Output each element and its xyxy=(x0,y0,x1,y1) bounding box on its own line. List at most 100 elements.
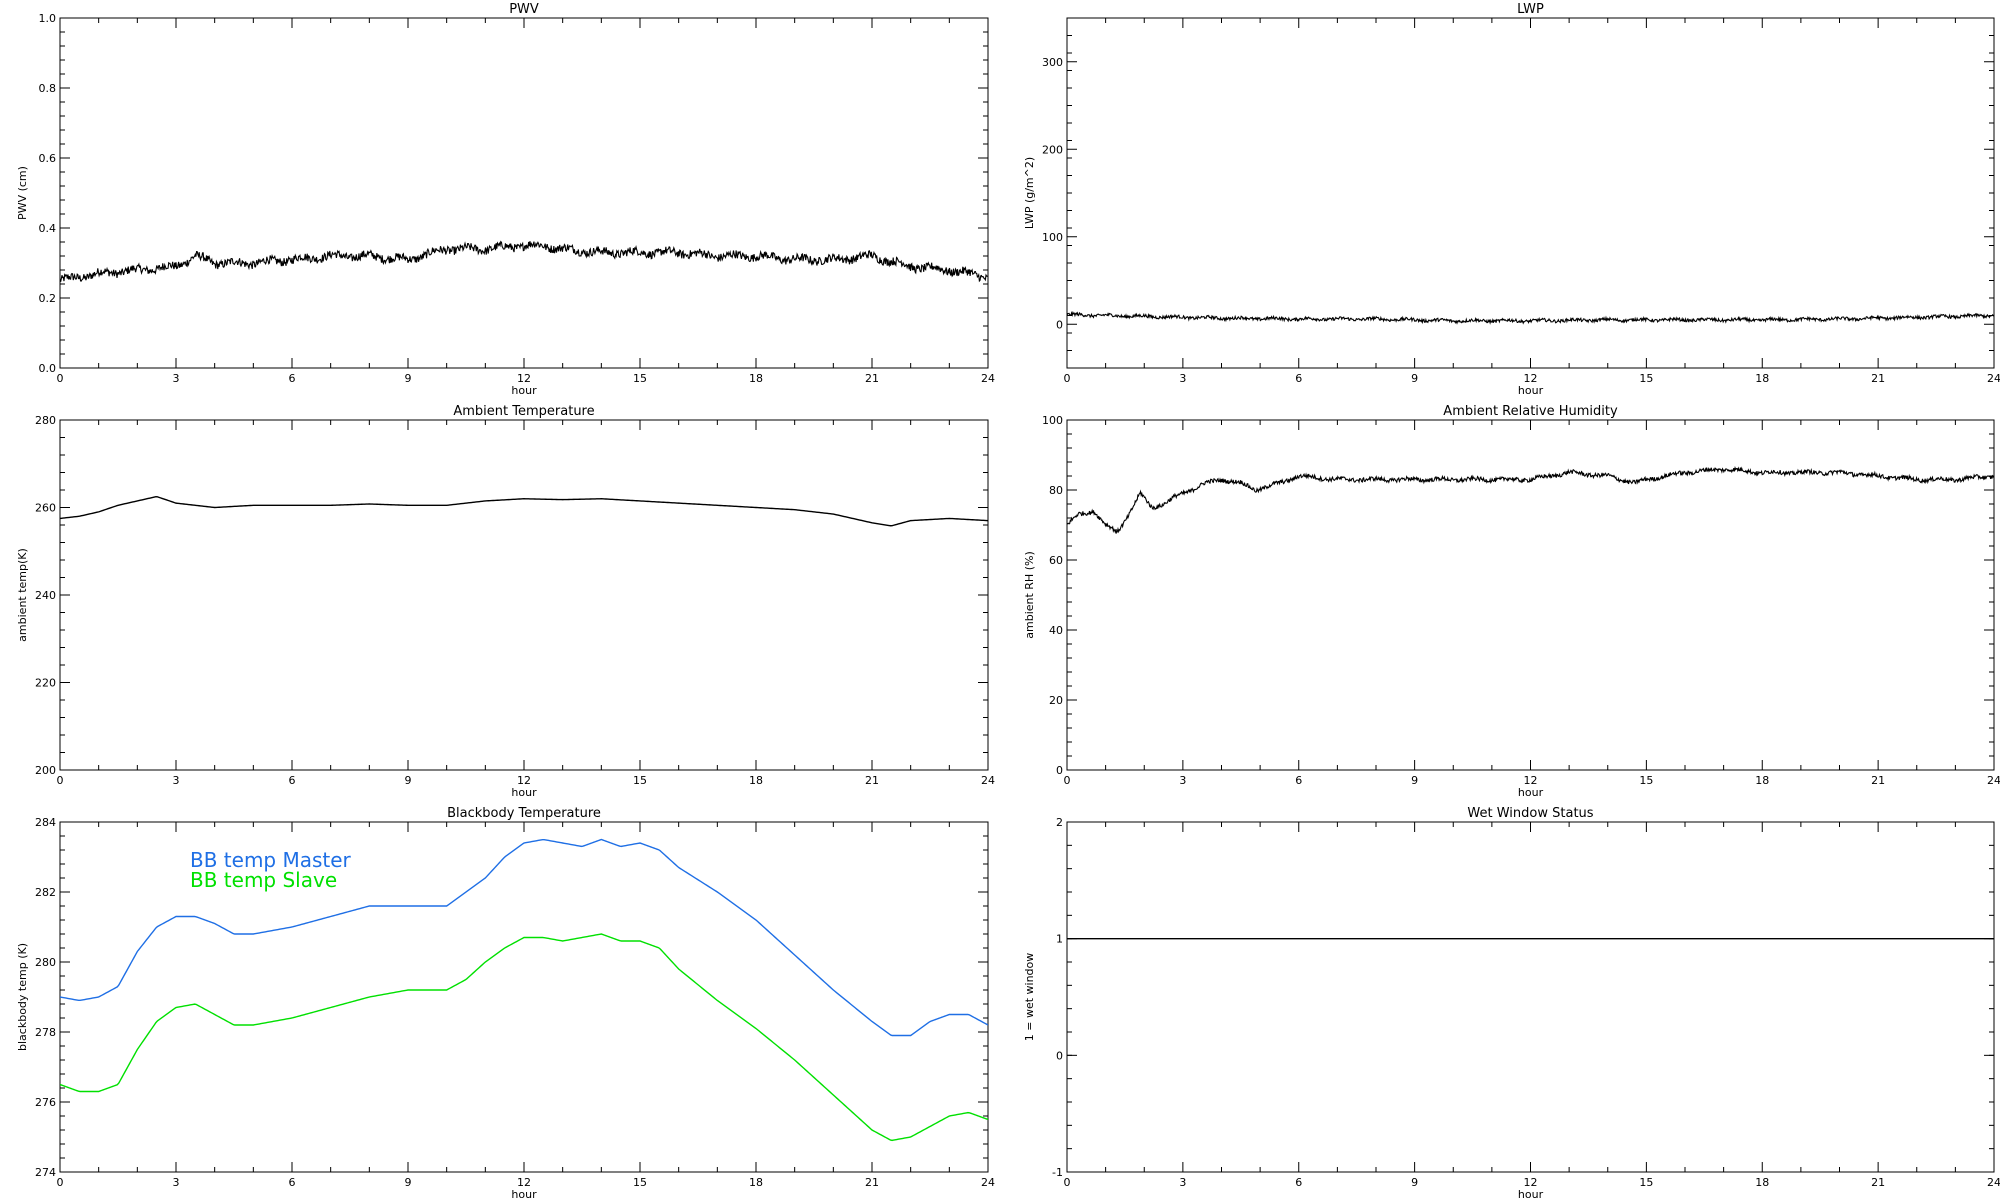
ambient-rh-series-line xyxy=(1067,465,1994,535)
wet-window-ylabel: 1 = wet window xyxy=(1023,953,1036,1042)
ambient-temp-ytick-label: 200 xyxy=(35,764,56,777)
bb-temp-series-line-0 xyxy=(60,838,988,1037)
ambient-temp-xtick-label: 3 xyxy=(173,774,180,787)
bb-temp-xtick-label: 9 xyxy=(405,1176,412,1189)
lwp-xtick-label: 9 xyxy=(1411,372,1418,385)
pwv-ytick-label: 0.2 xyxy=(39,292,57,305)
ambient-rh-ytick-label: 60 xyxy=(1049,554,1063,567)
bb-temp-xtick-label: 0 xyxy=(57,1176,64,1189)
lwp-ytick-label: 0 xyxy=(1056,318,1063,331)
pwv-series-line xyxy=(60,240,988,283)
pwv-xtick-label: 24 xyxy=(981,372,995,385)
pwv-ytick-label: 0.4 xyxy=(39,222,57,235)
ambient-rh-xlabel: hour xyxy=(1518,786,1544,799)
wet-window-xtick-label: 6 xyxy=(1295,1176,1302,1189)
bb-temp-xtick-label: 3 xyxy=(173,1176,180,1189)
wet-window-xtick-label: 12 xyxy=(1524,1176,1538,1189)
ambient-rh-xtick-label: 12 xyxy=(1524,774,1538,787)
ambient-temp-panel: Ambient Temperature 0 3 6 9 12 15 18 21 24 200 220 2… xyxy=(16,404,995,799)
ambient-temp-xtick-label: 0 xyxy=(57,774,64,787)
lwp-xtick-label: 0 xyxy=(1064,372,1071,385)
lwp-xtick-label: 15 xyxy=(1639,372,1653,385)
ambient-temp-xtick-label: 12 xyxy=(517,774,531,787)
pwv-xtick-label: 15 xyxy=(633,372,647,385)
ambient-temp-ylabel: ambient temp(K) xyxy=(16,548,29,642)
lwp-ytick-label: 300 xyxy=(1042,56,1063,69)
wet-window-xtick-label: 24 xyxy=(1987,1176,2000,1189)
ambient-rh-ytick-label: 40 xyxy=(1049,624,1063,637)
bb-temp-ytick-label: 278 xyxy=(35,1026,56,1039)
lwp-xtick-label: 3 xyxy=(1179,372,1186,385)
lwp-xtick-label: 21 xyxy=(1871,372,1885,385)
ambient-temp-ytick-label: 220 xyxy=(35,677,56,690)
ambient-temp-xtick-label: 24 xyxy=(981,774,995,787)
pwv-ytick-label: 0.0 xyxy=(39,362,57,375)
ambient-rh-frame xyxy=(1066,419,1995,771)
wet-window-title: Wet Window Status xyxy=(1467,806,1593,821)
ambient-rh-xtick-label: 0 xyxy=(1064,774,1071,787)
wet-window-xtick-label: 15 xyxy=(1639,1176,1653,1189)
bb-temp-xtick-label: 24 xyxy=(981,1176,995,1189)
pwv-xtick-label: 21 xyxy=(865,372,879,385)
lwp-xtick-label: 6 xyxy=(1295,372,1302,385)
ambient-rh-title: Ambient Relative Humidity xyxy=(1443,404,1618,419)
pwv-xtick-label: 6 xyxy=(289,372,296,385)
pwv-title: PWV xyxy=(509,2,539,17)
lwp-xtick-label: 18 xyxy=(1755,372,1769,385)
ambient-temp-xtick-label: 21 xyxy=(865,774,879,787)
bb-temp-legend-entry: BB temp Master xyxy=(190,848,352,872)
pwv-xlabel: hour xyxy=(511,384,537,397)
bb-temp-title: Blackbody Temperature xyxy=(447,806,601,821)
ambient-rh-xtick-label: 24 xyxy=(1987,774,2000,787)
pwv-ytick-label: 0.8 xyxy=(39,82,57,95)
wet-window-ytick-label: 2 xyxy=(1056,816,1063,829)
ambient-rh-ytick-label: 80 xyxy=(1049,484,1063,497)
ambient-rh-ytick-label: 0 xyxy=(1056,764,1063,777)
lwp-xtick-label: 12 xyxy=(1524,372,1538,385)
pwv-ytick-label: 1.0 xyxy=(39,12,57,25)
lwp-series-line xyxy=(1067,310,1994,325)
ambient-temp-ytick-label: 240 xyxy=(35,589,56,602)
pwv-xtick-label: 12 xyxy=(517,372,531,385)
bb-temp-panel: Blackbody Temperature 0 3 6 9 12 15 18 21 24 274 27… xyxy=(16,806,995,1200)
ambient-rh-ylabel: ambient RH (%) xyxy=(1023,551,1036,639)
bb-temp-xtick-label: 21 xyxy=(865,1176,879,1189)
lwp-frame xyxy=(1066,17,1995,369)
pwv-xtick-label: 18 xyxy=(749,372,763,385)
ambient-rh-ytick-label: 20 xyxy=(1049,694,1063,707)
pwv-ytick-label: 0.6 xyxy=(39,152,57,165)
wet-window-xtick-label: 21 xyxy=(1871,1176,1885,1189)
bb-temp-xtick-label: 6 xyxy=(289,1176,296,1189)
pwv-xtick-label: 9 xyxy=(405,372,412,385)
ambient-rh-xtick-label: 3 xyxy=(1179,774,1186,787)
bb-temp-ytick-label: 282 xyxy=(35,886,56,899)
wet-window-ytick-label: 0 xyxy=(1056,1049,1063,1062)
bb-temp-ytick-label: 274 xyxy=(35,1166,56,1179)
lwp-xtick-label: 24 xyxy=(1987,372,2000,385)
ambient-temp-xtick-label: 18 xyxy=(749,774,763,787)
wet-window-xtick-label: 3 xyxy=(1179,1176,1186,1189)
ambient-temp-ytick-label: 260 xyxy=(35,502,56,515)
ambient-rh-xtick-label: 18 xyxy=(1755,774,1769,787)
pwv-xtick-label: 0 xyxy=(57,372,64,385)
lwp-ytick-label: 200 xyxy=(1042,143,1063,156)
ambient-rh-ytick-label: 100 xyxy=(1042,414,1063,427)
ambient-temp-series-line xyxy=(60,496,988,527)
wet-window-ytick-label: 1 xyxy=(1056,933,1063,946)
ambient-rh-xtick-label: 6 xyxy=(1295,774,1302,787)
bb-temp-series-line-1 xyxy=(60,933,988,1142)
ambient-rh-xtick-label: 21 xyxy=(1871,774,1885,787)
bb-temp-ylabel: blackbody temp (K) xyxy=(16,943,29,1051)
wet-window-xtick-label: 0 xyxy=(1064,1176,1071,1189)
wet-window-xlabel: hour xyxy=(1518,1188,1544,1200)
pwv-ylabel: PWV (cm) xyxy=(16,166,29,220)
ambient-rh-xtick-label: 9 xyxy=(1411,774,1418,787)
wet-window-ytick-label: -1 xyxy=(1052,1166,1063,1179)
ambient-rh-panel: Ambient Relative Humidity 0 3 6 9 12 15 18 21 24 0… xyxy=(1023,404,2000,799)
ambient-rh-xtick-label: 15 xyxy=(1639,774,1653,787)
lwp-panel: LWP 0 3 6 9 12 15 18 21 24 0 100 200 300 hour LWP (g/m^… xyxy=(1023,2,2000,397)
pwv-panel: PWV 0 3 6 9 12 15 18 21 24 0.0 0.2 0.4 0.6 0.8 1.0 hour P… xyxy=(16,2,995,397)
ambient-temp-xtick-label: 6 xyxy=(289,774,296,787)
wet-window-xtick-label: 18 xyxy=(1755,1176,1769,1189)
